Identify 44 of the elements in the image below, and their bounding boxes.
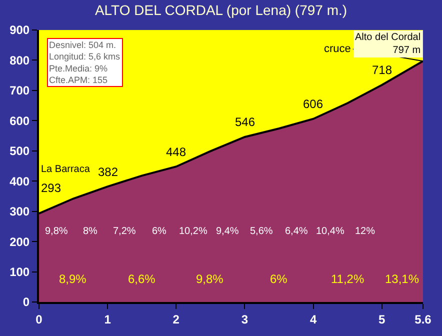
annotation: 9,8%: [45, 226, 68, 237]
chart-title: ALTO DEL CORDAL (por Lena) (797 m.): [94, 2, 348, 18]
data-label: 718: [372, 63, 392, 77]
data-label: 606: [303, 97, 324, 111]
annotation: 12%: [355, 226, 376, 237]
annotation: 8%: [83, 226, 98, 237]
annotation: 6%: [270, 272, 288, 286]
data-label: 293: [41, 181, 62, 195]
annotation: 5,6%: [250, 226, 273, 237]
annotation: cruce: [324, 43, 351, 55]
y-tick-label: 200: [10, 234, 30, 249]
annotation: Desnivel: 504 m. Longitud: 5,6 kms Pte.Media: 9% Cfte.APM: 155: [49, 40, 121, 86]
y-tick-label: 400: [10, 174, 30, 188]
annotation: 6,4%: [285, 226, 308, 237]
annotation: 10,4%: [316, 226, 344, 237]
x-tick-label: 5.6: [414, 312, 432, 326]
data-label: 382: [98, 165, 118, 179]
annotation: 11,2%: [331, 272, 364, 286]
x-tick-label: 2: [172, 312, 180, 326]
annotation: 13,1%: [385, 272, 420, 286]
annotation: 10,2%: [179, 226, 208, 237]
y-tick-label: 700: [10, 84, 30, 98]
y-tick-label: 500: [10, 144, 30, 158]
annotation: La Barraca: [41, 164, 90, 175]
y-tick-label: 900: [10, 23, 30, 38]
x-tick-label: 1: [104, 312, 112, 326]
x-tick-label: 5: [378, 312, 386, 326]
x-tick-label: 4: [310, 312, 317, 326]
data-label: 546: [235, 115, 256, 129]
x-tick-label: 3: [241, 312, 248, 326]
y-tick-label: 300: [10, 204, 30, 219]
y-tick-label: 0: [22, 295, 30, 310]
annotation: Alto del Cordal 797 m: [355, 32, 421, 56]
x-tick-label: 0: [36, 312, 43, 326]
annotation: 8,9%: [59, 272, 87, 286]
annotation: 6,6%: [128, 272, 156, 286]
annotation: 9,4%: [216, 226, 239, 237]
data-label: 448: [166, 145, 186, 159]
annotation: 7,2%: [113, 226, 136, 237]
y-tick-label: 100: [10, 264, 30, 279]
y-tick-label: 600: [10, 114, 30, 128]
annotation: 6%: [152, 226, 167, 237]
annotation: 9,8%: [196, 272, 224, 286]
y-tick-label: 800: [10, 53, 30, 68]
